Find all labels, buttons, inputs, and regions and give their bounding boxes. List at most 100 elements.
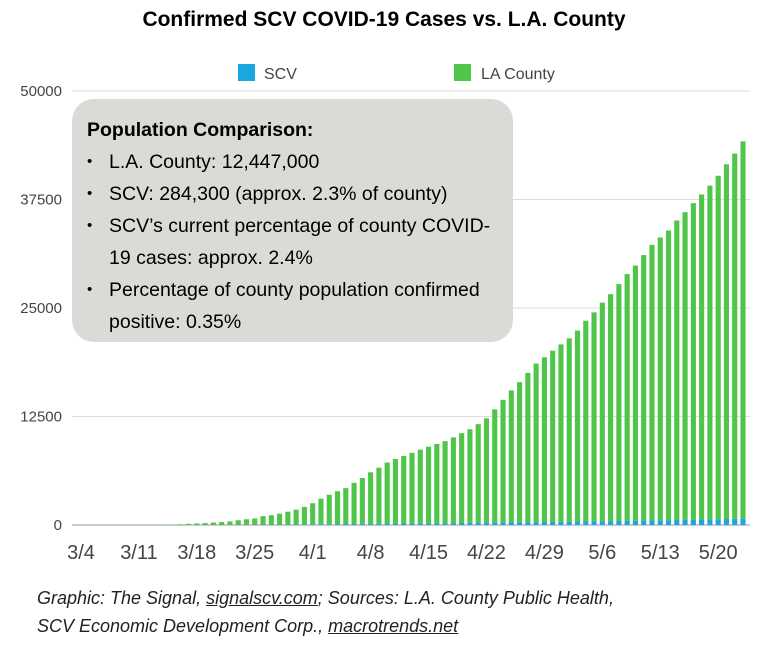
bar-la-county [690,203,696,520]
bar-la-county [243,519,250,525]
bar-scv [475,522,481,525]
bar-la-county [376,467,382,524]
bar-la-county [566,338,572,522]
bar-la-county [202,523,208,525]
bar-la-county [186,523,192,525]
legend-swatch-la [454,64,471,81]
bar-la-county [583,320,589,522]
legend: SCV LA County [238,64,555,83]
bar-la-county [715,175,721,520]
bar-la-county [599,302,605,522]
legend-swatch-scv [238,64,255,81]
bar-scv [334,524,341,525]
bar-scv [459,523,465,525]
bar-la-county [301,506,307,525]
bar-scv [351,523,357,525]
bar-la-county [517,382,523,523]
info-item-positive-rate: Percentage of county population confirme… [87,274,499,338]
bar-scv [368,523,374,525]
bar-la-county [442,441,448,524]
x-tick-label: 5/6 [588,542,616,564]
source-credit: Graphic: The Signal, signalscv.com; Sour… [37,584,614,640]
bar-scv [285,524,291,525]
bar-la-county [632,265,638,521]
bar-scv [467,522,473,525]
bar-la-county [525,372,531,523]
bar-scv [310,524,316,525]
y-tick-label: 37500 [20,192,62,209]
bar-scv [541,522,547,525]
bar-scv [674,520,680,525]
y-tick-label: 12500 [20,409,62,426]
bar-scv [657,520,663,525]
bar-la-county [500,399,506,523]
bar-scv [417,523,423,525]
bar-la-county [268,515,274,525]
bar-scv [525,522,531,525]
y-tick-label: 25000 [20,300,62,317]
bar-la-county [318,498,324,525]
bar-la-county [285,511,291,525]
bar-scv [707,519,713,525]
bar-la-county [417,449,423,524]
x-tick-label: 3/11 [120,542,157,564]
bar-scv [343,523,349,525]
legend-label-scv: SCV [264,66,297,83]
bar-scv [392,523,399,525]
source-text: Graphic: The Signal, [37,588,207,608]
x-tick-label: 4/22 [467,542,506,564]
bar-la-county [723,164,730,520]
bar-scv [699,519,705,525]
bar-la-county [475,424,481,523]
bar-la-county [235,520,241,525]
bar-la-county [425,446,432,524]
bar-scv [632,520,638,525]
legend-label-la: LA County [481,66,555,83]
bar-scv [715,519,721,525]
bar-la-county [219,522,225,525]
y-tick-label: 50000 [20,83,62,100]
bar-la-county [591,312,597,522]
info-item-la-population: L.A. County: 12,447,000 [87,146,499,178]
source-line-2: SCV Economic Development Corp., macrotre… [37,612,614,640]
bar-la-county [467,429,473,523]
info-item-scv-case-share: SCV’s current percentage of county COVID… [87,210,499,274]
bar-la-county [351,482,357,524]
bar-scv [583,521,589,525]
bar-la-county [641,255,647,521]
bar-la-county [334,491,341,525]
bar-scv [500,522,506,525]
bar-la-county [508,390,514,523]
bar-scv [599,521,605,525]
bar-scv [574,521,581,525]
bar-la-county [657,237,663,521]
bar-la-county [409,452,415,524]
bar-scv [550,521,556,525]
bar-la-county [740,141,746,519]
bar-la-county [483,418,490,523]
bar-scv [483,522,490,525]
bar-scv [682,519,688,525]
bar-la-county [434,443,440,524]
bar-la-county [533,363,539,523]
bar-la-county [707,185,713,520]
bar-scv [442,523,448,525]
info-box-list: L.A. County: 12,447,000 SCV: 284,300 (ap… [87,146,499,338]
bar-scv [723,519,730,525]
bar-la-county [665,230,672,521]
x-tick-label: 3/4 [67,542,95,564]
bar-scv [732,518,738,525]
bar-scv [376,523,382,525]
bar-la-county [326,494,332,525]
bar-la-county [558,344,564,522]
signalscv-link[interactable]: signalscv.com [206,588,318,608]
macrotrends-link[interactable]: macrotrends.net [328,616,459,636]
bar-la-county [252,518,258,525]
bar-scv [517,522,523,525]
bar-la-county [343,488,349,524]
bar-scv [301,524,307,525]
bar-la-county [616,284,622,522]
bar-scv [508,522,514,525]
bar-scv [318,524,324,525]
bar-la-county [384,462,390,524]
